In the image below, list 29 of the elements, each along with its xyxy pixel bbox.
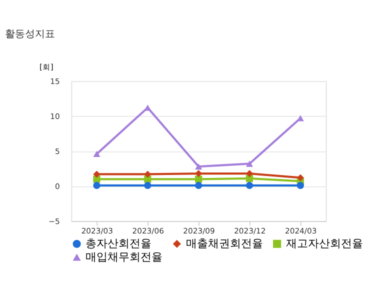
x-tick-label: 2023/06 bbox=[132, 226, 164, 236]
point bbox=[246, 182, 254, 189]
y-tick-label: 10 bbox=[50, 112, 60, 122]
point bbox=[93, 170, 100, 178]
point bbox=[296, 174, 304, 182]
x-tick-label: 2023/09 bbox=[183, 226, 215, 236]
y-axis-title: [회] bbox=[39, 62, 54, 72]
point bbox=[195, 170, 202, 178]
legend-label: 매입채무회전율 bbox=[86, 250, 163, 264]
point bbox=[195, 182, 202, 189]
x-tick-label: 2024/03 bbox=[284, 226, 317, 236]
chart-title: 활동성지표 bbox=[5, 29, 56, 40]
point bbox=[195, 163, 202, 170]
legend-label: 재고자산회전율 bbox=[286, 237, 363, 250]
x-tick-label: 2023/03 bbox=[81, 226, 114, 236]
y-tick-label: 5 bbox=[54, 147, 60, 156]
y-tick-label: 15 bbox=[50, 77, 60, 86]
point bbox=[246, 160, 254, 167]
y-tick-label: −5 bbox=[48, 217, 60, 226]
point bbox=[144, 170, 152, 178]
point bbox=[93, 150, 100, 158]
point bbox=[144, 104, 152, 111]
point bbox=[144, 182, 152, 189]
point bbox=[93, 182, 100, 189]
x-tick-label: 2023/12 bbox=[234, 226, 266, 236]
y-tick-label: 0 bbox=[54, 182, 60, 192]
legend-label: 총자산회전율 bbox=[86, 237, 152, 250]
point bbox=[296, 182, 304, 189]
legend-label: 매출채권회전율 bbox=[186, 237, 263, 250]
